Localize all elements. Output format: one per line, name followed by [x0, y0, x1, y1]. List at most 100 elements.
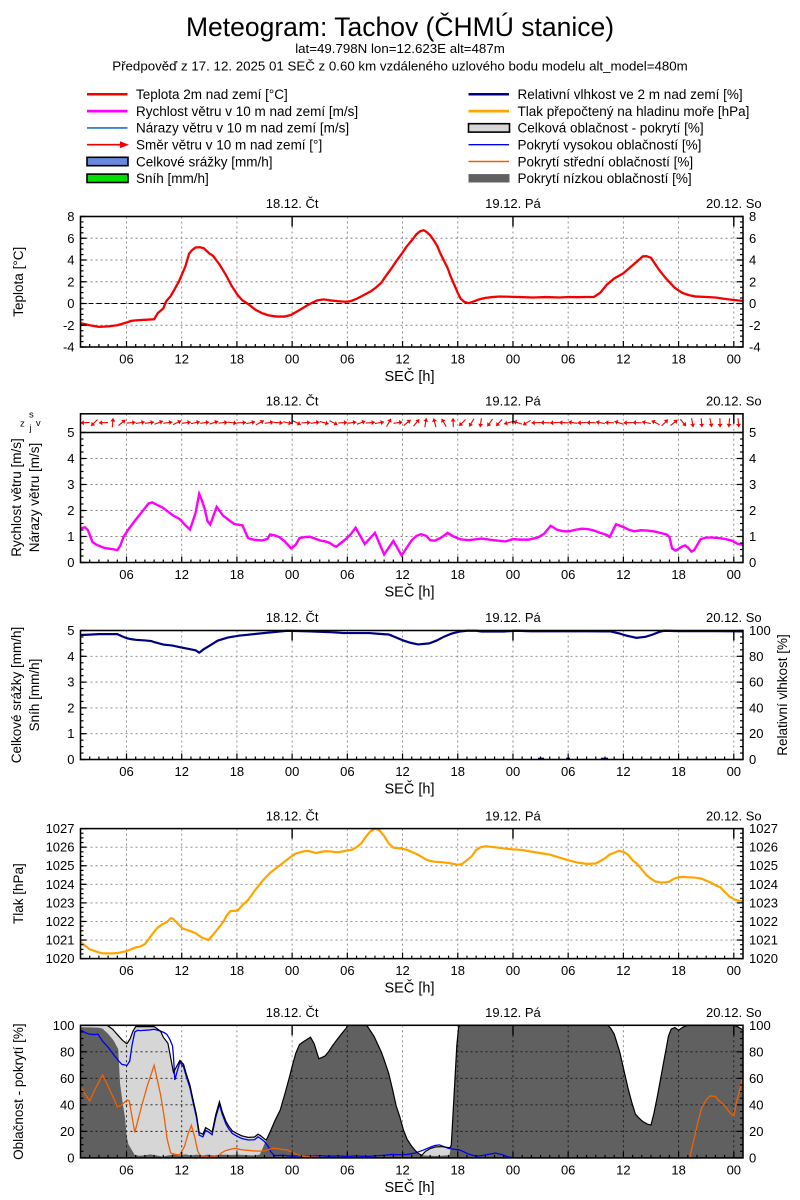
- svg-text:SEČ [h]: SEČ [h]: [385, 584, 435, 601]
- svg-text:12: 12: [174, 1162, 188, 1177]
- svg-text:06: 06: [340, 963, 354, 978]
- svg-text:-4: -4: [63, 340, 75, 355]
- svg-text:18.12. Čt: 18.12. Čt: [266, 610, 319, 625]
- svg-text:18.12. Čt: 18.12. Čt: [266, 1005, 319, 1020]
- svg-text:1020: 1020: [46, 951, 75, 966]
- svg-text:0: 0: [749, 555, 756, 570]
- svg-text:1023: 1023: [46, 895, 75, 910]
- svg-text:Nárazy větru [m/s]: Nárazy větru [m/s]: [27, 443, 42, 553]
- svg-text:60: 60: [749, 675, 763, 690]
- svg-text:1027: 1027: [46, 821, 75, 836]
- svg-text:06: 06: [561, 1162, 575, 1177]
- svg-text:12: 12: [395, 352, 409, 367]
- svg-text:06: 06: [561, 352, 575, 367]
- svg-text:12: 12: [174, 567, 188, 582]
- svg-text:18: 18: [451, 352, 465, 367]
- svg-text:1020: 1020: [749, 951, 778, 966]
- svg-text:2: 2: [749, 503, 756, 518]
- svg-text:06: 06: [119, 567, 133, 582]
- svg-text:40: 40: [60, 1097, 74, 1112]
- svg-text:j: j: [28, 423, 31, 434]
- svg-text:6: 6: [749, 231, 756, 246]
- svg-text:0: 0: [67, 1150, 74, 1165]
- svg-text:12: 12: [395, 1162, 409, 1177]
- svg-text:1022: 1022: [749, 914, 778, 929]
- svg-text:12: 12: [174, 963, 188, 978]
- svg-text:1025: 1025: [46, 858, 75, 873]
- svg-text:00: 00: [285, 764, 299, 779]
- svg-text:2: 2: [67, 503, 74, 518]
- svg-text:100: 100: [53, 1018, 75, 1033]
- svg-text:Pokrytí vysokou oblačností [%]: Pokrytí vysokou oblačností [%]: [518, 138, 702, 153]
- svg-text:1: 1: [67, 529, 74, 544]
- svg-text:4: 4: [749, 451, 756, 466]
- svg-text:19.12. Pá: 19.12. Pá: [485, 808, 541, 823]
- svg-text:06: 06: [119, 352, 133, 367]
- svg-text:18: 18: [230, 1162, 244, 1177]
- svg-text:12: 12: [174, 352, 188, 367]
- svg-text:00: 00: [506, 1162, 520, 1177]
- svg-text:18: 18: [671, 567, 685, 582]
- svg-text:12: 12: [616, 764, 630, 779]
- svg-text:lat=49.798N lon=12.623E alt=48: lat=49.798N lon=12.623E alt=487m: [295, 41, 505, 56]
- svg-text:2: 2: [67, 274, 74, 289]
- svg-text:20.12. So: 20.12. So: [706, 196, 762, 211]
- svg-text:00: 00: [727, 764, 741, 779]
- svg-text:12: 12: [395, 567, 409, 582]
- svg-text:Teplota [°C]: Teplota [°C]: [11, 247, 26, 317]
- svg-text:Tlak přepočtený na hladinu moř: Tlak přepočtený na hladinu moře [hPa]: [518, 104, 750, 119]
- svg-text:6: 6: [67, 231, 74, 246]
- svg-text:18.12. Čt: 18.12. Čt: [266, 196, 319, 211]
- svg-text:19.12. Pá: 19.12. Pá: [485, 1005, 541, 1020]
- svg-text:06: 06: [340, 567, 354, 582]
- svg-text:18: 18: [451, 567, 465, 582]
- svg-text:12: 12: [616, 963, 630, 978]
- svg-text:06: 06: [561, 764, 575, 779]
- svg-text:19.12. Pá: 19.12. Pá: [485, 610, 541, 625]
- svg-text:18: 18: [671, 352, 685, 367]
- svg-text:Nárazy větru v 10 m nad zemí [: Nárazy větru v 10 m nad zemí [m/s]: [136, 121, 349, 136]
- svg-text:100: 100: [749, 1018, 771, 1033]
- svg-text:Teplota 2m nad zemí [°C]: Teplota 2m nad zemí [°C]: [136, 87, 288, 102]
- svg-text:20: 20: [60, 1124, 74, 1139]
- svg-text:1024: 1024: [749, 877, 778, 892]
- svg-text:19.12. Pá: 19.12. Pá: [485, 196, 541, 211]
- svg-text:00: 00: [727, 352, 741, 367]
- svg-text:18: 18: [230, 764, 244, 779]
- svg-text:Rychlost větru [m/s]: Rychlost větru [m/s]: [9, 438, 24, 557]
- svg-text:1: 1: [749, 529, 756, 544]
- svg-text:Rychlost větru v 10 m nad zemí: Rychlost větru v 10 m nad zemí [m/s]: [136, 104, 358, 119]
- svg-text:20.12. So: 20.12. So: [706, 610, 762, 625]
- svg-text:0: 0: [67, 555, 74, 570]
- svg-text:1026: 1026: [749, 840, 778, 855]
- svg-text:Pokrytí střední oblačností [%]: Pokrytí střední oblačností [%]: [518, 154, 694, 169]
- svg-text:60: 60: [60, 1071, 74, 1086]
- svg-text:SEČ [h]: SEČ [h]: [385, 980, 435, 997]
- svg-text:80: 80: [749, 649, 763, 664]
- svg-text:Celková oblačnost - pokrytí [%: Celková oblačnost - pokrytí [%]: [518, 121, 704, 136]
- svg-text:100: 100: [749, 623, 771, 638]
- svg-text:12: 12: [616, 567, 630, 582]
- svg-text:Směr větru v 10 m nad zemí [°]: Směr větru v 10 m nad zemí [°]: [136, 138, 322, 153]
- svg-text:00: 00: [727, 567, 741, 582]
- svg-text:3: 3: [67, 477, 74, 492]
- svg-text:4: 4: [749, 253, 756, 268]
- svg-text:06: 06: [119, 1162, 133, 1177]
- svg-text:1027: 1027: [749, 821, 778, 836]
- svg-text:-2: -2: [749, 318, 761, 333]
- svg-text:20.12. So: 20.12. So: [706, 394, 762, 409]
- svg-text:Pokrytí nízkou oblačností [%]: Pokrytí nízkou oblačností [%]: [518, 171, 692, 186]
- svg-text:80: 80: [749, 1044, 763, 1059]
- svg-text:00: 00: [285, 963, 299, 978]
- svg-text:Celkové srážky [mm/h]: Celkové srážky [mm/h]: [9, 627, 24, 764]
- svg-text:12: 12: [395, 963, 409, 978]
- svg-text:0: 0: [749, 1150, 756, 1165]
- svg-text:12: 12: [395, 764, 409, 779]
- svg-text:Tlak [hPa]: Tlak [hPa]: [11, 863, 26, 924]
- svg-text:40: 40: [749, 1097, 763, 1112]
- svg-text:0: 0: [67, 296, 74, 311]
- svg-text:1022: 1022: [46, 914, 75, 929]
- svg-text:19.12. Pá: 19.12. Pá: [485, 394, 541, 409]
- svg-text:4: 4: [67, 649, 74, 664]
- svg-text:5: 5: [67, 623, 74, 638]
